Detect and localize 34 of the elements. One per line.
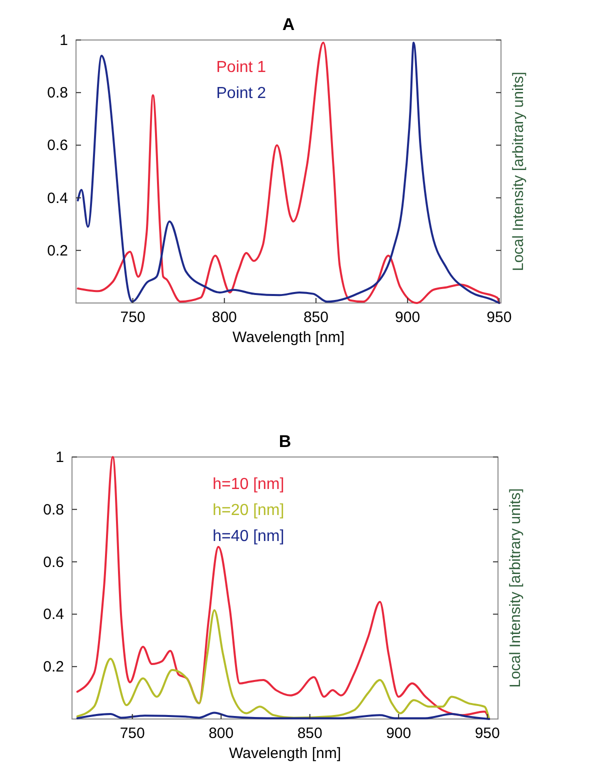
text: Point 2 bbox=[216, 85, 266, 102]
line-series bbox=[76, 609, 490, 720]
text: h=40 [nm] bbox=[212, 528, 284, 545]
y-tick-label: 0.6 bbox=[43, 554, 64, 571]
x-tick-label: 800 bbox=[208, 725, 234, 742]
line-series bbox=[76, 712, 490, 720]
chart-title: B bbox=[278, 432, 292, 451]
x-axis-title: Wavelength [nm] bbox=[229, 745, 341, 762]
x-axis-title: Wavelength [nm] bbox=[232, 329, 344, 346]
y-tick-label: 0.8 bbox=[47, 84, 68, 102]
x-tick-label: 900 bbox=[386, 725, 412, 742]
y-tick-label: 0.2 bbox=[47, 242, 68, 260]
x-tick-label: 950 bbox=[486, 309, 512, 326]
x-tick-label: 850 bbox=[297, 725, 322, 742]
y-axis-title: Local Intensity [arbitrary units] bbox=[510, 72, 527, 272]
y-tick-label: 1 bbox=[60, 32, 68, 49]
y-tick-label: 0.6 bbox=[47, 137, 68, 154]
y-tick-label: 0.4 bbox=[43, 606, 64, 624]
x-tick-label: 900 bbox=[395, 309, 420, 326]
x-tick-label: 750 bbox=[120, 309, 146, 326]
y-tick-label: 0.2 bbox=[43, 658, 64, 676]
text: h=20 [nm] bbox=[212, 502, 284, 519]
x-tick-label: 750 bbox=[120, 725, 145, 742]
y-tick-label: 0.4 bbox=[47, 190, 68, 207]
y-tick-label: 1 bbox=[56, 449, 64, 466]
x-tick-label: 850 bbox=[303, 309, 328, 326]
text: h=10 [nm] bbox=[212, 476, 284, 493]
chart-title: A bbox=[282, 15, 295, 34]
line-series bbox=[76, 42, 500, 304]
x-tick-label: 950 bbox=[474, 725, 500, 742]
y-tick-label: 0.8 bbox=[43, 501, 64, 518]
text: Point 1 bbox=[216, 59, 266, 76]
y-axis-title: Local Intensity [arbitrary units] bbox=[507, 488, 524, 688]
x-tick-label: 800 bbox=[212, 309, 237, 326]
